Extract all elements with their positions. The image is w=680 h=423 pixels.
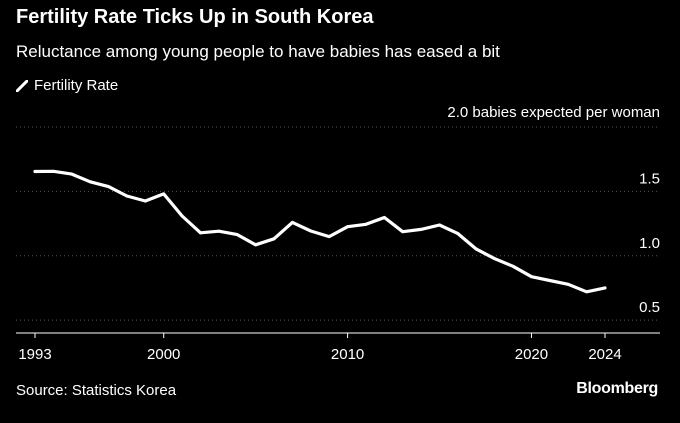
data-point bbox=[456, 232, 460, 236]
data-point bbox=[33, 170, 37, 173]
data-point bbox=[125, 194, 129, 198]
data-point bbox=[235, 233, 239, 237]
data-point bbox=[88, 180, 92, 184]
data-point bbox=[585, 290, 589, 294]
reference-label: 2.0 babies expected per woman bbox=[447, 104, 660, 121]
y-tick-label: 1.0 bbox=[639, 235, 660, 252]
y-tick-label: 1.5 bbox=[639, 170, 660, 187]
legend: Fertility Rate bbox=[16, 77, 118, 94]
data-point bbox=[382, 216, 386, 219]
data-point bbox=[199, 231, 202, 235]
data-point bbox=[474, 247, 478, 251]
data-point bbox=[566, 282, 570, 286]
legend-line-swatch bbox=[16, 79, 28, 92]
data-point bbox=[364, 222, 368, 226]
y-tick-label: 0.5 bbox=[639, 299, 660, 316]
source-note: Source: Statistics Korea bbox=[16, 382, 177, 399]
data-point bbox=[419, 227, 423, 231]
data-point bbox=[217, 229, 221, 233]
data-point bbox=[438, 223, 441, 227]
data-point bbox=[493, 257, 497, 261]
data-point bbox=[603, 286, 607, 290]
data-point bbox=[70, 172, 74, 176]
chart-title: Fertility Rate Ticks Up in South Korea bbox=[16, 6, 374, 28]
data-point bbox=[511, 264, 515, 268]
data-point bbox=[401, 230, 405, 234]
data-point bbox=[309, 229, 313, 233]
chart-subtitle: Reluctance among young people to have ba… bbox=[16, 42, 500, 61]
data-point bbox=[548, 279, 552, 282]
x-tick-label: 2000 bbox=[147, 346, 180, 363]
series-line-fertility-rate bbox=[33, 169, 607, 294]
data-point bbox=[530, 275, 533, 279]
data-point bbox=[291, 221, 294, 224]
data-point bbox=[346, 225, 349, 229]
x-tick-label: 1993 bbox=[18, 346, 51, 363]
data-point bbox=[143, 199, 147, 203]
x-tick-label: 2020 bbox=[515, 346, 548, 363]
data-point bbox=[272, 237, 276, 241]
brand-logo: Bloomberg bbox=[576, 380, 658, 397]
x-tick-label: 2010 bbox=[331, 346, 364, 363]
data-point bbox=[51, 169, 55, 173]
data-point bbox=[327, 235, 331, 238]
legend-label: Fertility Rate bbox=[34, 77, 119, 94]
data-point bbox=[180, 214, 184, 218]
data-point bbox=[162, 192, 166, 196]
data-point bbox=[254, 243, 258, 247]
x-tick-label: 2024 bbox=[588, 346, 621, 363]
data-point bbox=[107, 185, 110, 189]
